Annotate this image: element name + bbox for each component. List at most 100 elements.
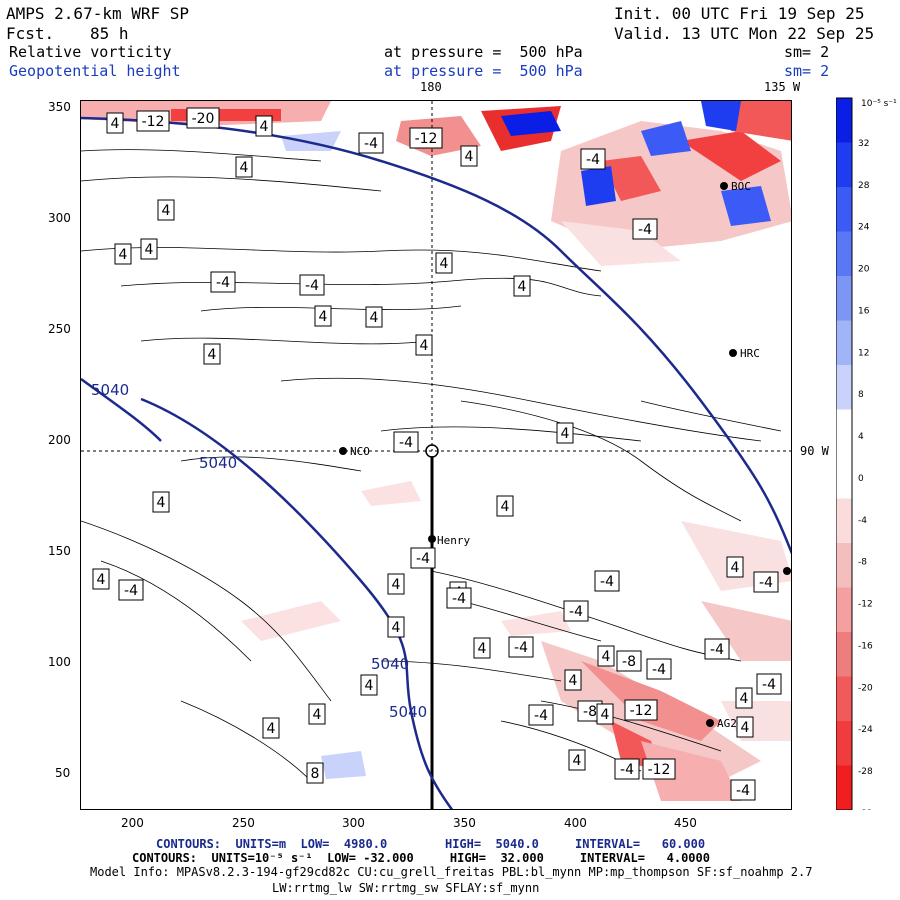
y-tick: 100 xyxy=(48,655,71,669)
vorticity-label: -8 xyxy=(583,704,597,720)
height-label: 5040 xyxy=(199,454,237,472)
vorticity-label-box xyxy=(594,570,620,592)
vorticity-label: 4 xyxy=(319,309,328,325)
station-label-nco: NCO xyxy=(350,445,370,458)
vorticity-label: 4 xyxy=(573,753,582,769)
vorticity-label: 4 xyxy=(145,242,154,258)
map-svg: NCO Henry HRC BOC AG2 5040 5040 5040 504… xyxy=(81,101,791,809)
vorticity-label: 4 xyxy=(569,673,578,689)
vorticity-label: 8 xyxy=(311,766,320,782)
vorticity-label-box xyxy=(114,243,132,265)
vorticity-label-box xyxy=(203,343,221,365)
vorticity-label-box xyxy=(756,673,782,695)
vorticity-label: -4 xyxy=(759,575,773,591)
map-plot-area[interactable]: NCO Henry HRC BOC AG2 5040 5040 5040 504… xyxy=(80,100,792,810)
vorticity-label: 4 xyxy=(601,707,610,723)
lon-label-180: 180 xyxy=(420,80,442,94)
colorbar-label: -16 xyxy=(858,641,873,651)
x-tick: 250 xyxy=(232,816,255,830)
vorticity-label: 4 xyxy=(731,560,740,576)
colorbar-cell xyxy=(836,409,852,455)
y-tick: 200 xyxy=(48,433,71,447)
station-marker[interactable] xyxy=(706,719,714,727)
vorticity-label-box xyxy=(580,148,606,170)
vorticity-label: 4 xyxy=(365,678,374,694)
vorticity-label-box xyxy=(365,306,383,328)
vorticity-label: 4 xyxy=(260,119,269,135)
height-label: 5040 xyxy=(371,655,409,673)
y-tick: 350 xyxy=(48,100,71,114)
field2-level: at pressure = 500 hPa xyxy=(384,62,583,80)
vorticity-label: -12 xyxy=(630,703,653,719)
vorticity-label: -4 xyxy=(216,275,230,291)
colorbar-label: -24 xyxy=(858,725,873,735)
vorticity-label: -4 xyxy=(514,640,528,656)
station-marker[interactable] xyxy=(729,349,737,357)
y-tick: 250 xyxy=(48,322,71,336)
colorbar-label: -28 xyxy=(858,767,873,777)
colorbar-label: -4 xyxy=(858,516,867,526)
vorticity-label: 4 xyxy=(240,160,249,176)
vorticity-label: -4 xyxy=(652,662,666,678)
vorticity-label: -20 xyxy=(192,111,215,127)
colorbar-label: 32 xyxy=(858,139,869,149)
vorticity-label: 4 xyxy=(740,691,749,707)
colorbar-cell xyxy=(836,721,852,766)
vorticity-label: 4 xyxy=(465,149,474,165)
station-marker[interactable] xyxy=(339,447,347,455)
y-tick: 50 xyxy=(55,766,71,780)
vorticity-label-box xyxy=(736,716,754,738)
colorbar-cell xyxy=(836,765,852,810)
x-tick: 300 xyxy=(342,816,365,830)
colorbar-label: 28 xyxy=(858,181,870,191)
x-tick: 400 xyxy=(564,816,587,830)
colorbar-cell xyxy=(836,543,852,588)
vorticity-label-box xyxy=(735,687,753,709)
vorticity-label-box xyxy=(157,199,175,221)
y-tick: 300 xyxy=(48,211,71,225)
vorticity-label-box xyxy=(568,749,586,771)
colorbar-label: -20 xyxy=(858,683,873,693)
field1-sm: sm= 2 xyxy=(784,43,830,61)
vorticity-label: -12 xyxy=(415,131,438,147)
valid-time: Valid. 13 UTC Mon 22 Sep 25 xyxy=(614,24,875,43)
x-tick: 450 xyxy=(674,816,697,830)
station-label-hrc: HRC xyxy=(740,347,760,360)
vorticity-label-box xyxy=(210,271,236,293)
vorticity-label: 4 xyxy=(420,338,429,354)
vorticity-label: 4 xyxy=(440,256,449,272)
vorticity-label-box xyxy=(262,717,280,739)
vorticity-contours xyxy=(81,149,782,782)
colorbar-cell xyxy=(836,276,852,321)
lon-label-135w: 135 W xyxy=(764,80,801,94)
x-tick: 350 xyxy=(453,816,476,830)
colorbar-cell xyxy=(836,142,852,188)
contours-height-info: CONTOURS: UNITS=m LOW= 4980.0 HIGH= 5040… xyxy=(156,837,706,851)
station-markers xyxy=(339,182,791,727)
vorticity-label-box xyxy=(508,636,534,658)
station-marker[interactable] xyxy=(720,182,728,190)
vorticity-label: -4 xyxy=(124,583,138,599)
station-marker[interactable] xyxy=(428,535,436,543)
vorticity-label-box xyxy=(314,305,332,327)
vorticity-label: -4 xyxy=(600,574,614,590)
colorbar-label: 16 xyxy=(858,306,870,316)
colorbar-units: 10⁻⁵ s⁻¹ xyxy=(861,99,897,109)
colorbar-label: -12 xyxy=(858,600,873,610)
colorbar-outline xyxy=(836,97,853,810)
colorbar-cell xyxy=(836,454,852,499)
vorticity-label: -4 xyxy=(534,708,548,724)
height-label: 5040 xyxy=(91,381,129,399)
vorticity-label-box xyxy=(460,145,478,167)
colorbar-cell xyxy=(836,498,852,544)
vorticity-label-box xyxy=(614,758,640,780)
vorticity-label-box xyxy=(152,491,170,513)
x-tick: 200 xyxy=(121,816,144,830)
vorticity-label-box xyxy=(616,650,642,672)
field1-level: at pressure = 500 hPa xyxy=(384,43,583,61)
station-marker[interactable] xyxy=(783,567,791,575)
vorticity-label-box xyxy=(140,238,158,260)
model-info-line2: LW:rrtmg_lw SW:rrtmg_sw SFLAY:sf_mynn xyxy=(272,881,540,895)
vorticity-label: 4 xyxy=(478,641,487,657)
vorticity-label-box xyxy=(106,112,124,134)
